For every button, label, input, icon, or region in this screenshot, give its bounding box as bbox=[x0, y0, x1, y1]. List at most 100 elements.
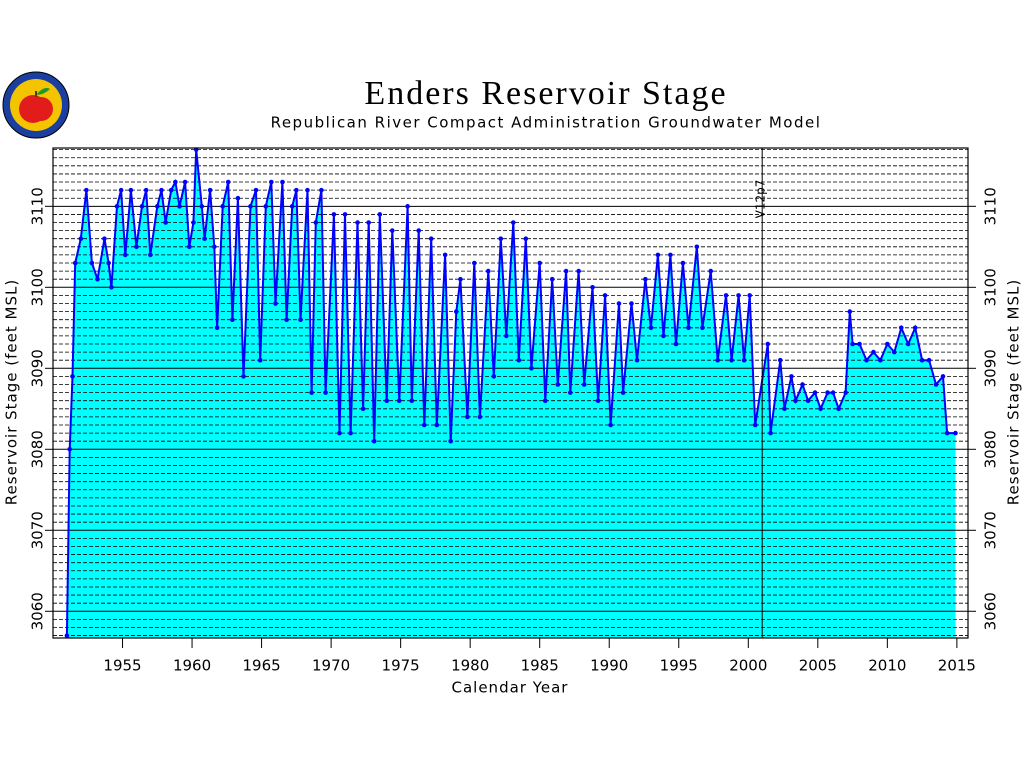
x-tick-label: 2005 bbox=[799, 657, 837, 675]
point bbox=[830, 390, 836, 395]
point bbox=[723, 293, 729, 298]
y2-tick-label: 3090 bbox=[982, 349, 1000, 387]
point bbox=[634, 357, 640, 363]
y2-tick-label: 3110 bbox=[982, 187, 1000, 225]
y2-tick-label: 3060 bbox=[982, 592, 1000, 630]
point bbox=[253, 187, 259, 193]
point bbox=[319, 187, 324, 193]
point bbox=[800, 382, 805, 387]
point bbox=[212, 244, 217, 250]
point bbox=[510, 220, 516, 225]
x-tick-label: 2000 bbox=[729, 657, 767, 675]
point bbox=[453, 309, 459, 314]
point bbox=[825, 390, 830, 395]
x-tick-label: 1970 bbox=[312, 657, 350, 675]
point bbox=[926, 357, 932, 363]
point bbox=[864, 357, 869, 363]
point bbox=[843, 390, 848, 395]
point bbox=[567, 390, 573, 395]
point bbox=[214, 325, 220, 331]
point bbox=[377, 212, 383, 217]
point bbox=[305, 187, 310, 193]
point bbox=[905, 341, 911, 347]
point bbox=[871, 349, 876, 355]
point bbox=[620, 390, 626, 395]
x-tick-label: 1975 bbox=[382, 657, 420, 675]
point bbox=[269, 179, 274, 185]
point bbox=[898, 325, 904, 331]
point bbox=[793, 398, 798, 403]
point bbox=[680, 260, 686, 266]
point bbox=[891, 349, 897, 355]
point bbox=[273, 301, 278, 306]
point bbox=[485, 268, 491, 274]
point bbox=[220, 204, 225, 209]
point bbox=[661, 333, 666, 339]
point bbox=[885, 341, 890, 347]
point bbox=[405, 204, 410, 209]
point bbox=[199, 204, 205, 209]
point bbox=[608, 422, 613, 428]
point bbox=[458, 276, 463, 282]
x-tick-label: 1985 bbox=[521, 657, 559, 675]
point bbox=[106, 260, 111, 266]
point bbox=[549, 276, 555, 282]
point bbox=[416, 228, 422, 233]
point bbox=[812, 390, 818, 395]
x-tick-label: 1995 bbox=[660, 657, 698, 675]
y2-axis-label: Reservoir Stage (feet MSL) bbox=[1005, 279, 1023, 505]
point bbox=[448, 438, 454, 444]
point bbox=[581, 382, 587, 387]
point bbox=[102, 236, 107, 242]
point bbox=[529, 365, 534, 371]
point bbox=[694, 244, 700, 250]
point bbox=[114, 204, 120, 209]
point bbox=[294, 187, 299, 193]
point bbox=[225, 179, 231, 185]
point bbox=[818, 406, 823, 412]
point bbox=[78, 236, 84, 242]
point bbox=[715, 357, 720, 363]
point bbox=[648, 325, 654, 331]
x-tick-label: 2015 bbox=[938, 657, 976, 675]
point bbox=[537, 260, 543, 266]
point bbox=[284, 317, 289, 323]
point bbox=[143, 187, 149, 193]
point bbox=[159, 187, 164, 193]
point bbox=[309, 390, 314, 395]
point bbox=[805, 398, 811, 403]
point bbox=[348, 430, 353, 436]
y-tick-label: 3100 bbox=[29, 268, 47, 306]
point bbox=[154, 204, 160, 209]
point bbox=[355, 220, 360, 225]
point bbox=[933, 382, 939, 387]
point bbox=[67, 446, 72, 452]
point bbox=[504, 333, 509, 339]
point bbox=[752, 422, 758, 428]
point bbox=[643, 276, 648, 282]
point bbox=[84, 187, 89, 193]
point bbox=[595, 398, 601, 403]
point bbox=[477, 414, 483, 420]
point bbox=[602, 293, 608, 298]
point bbox=[177, 204, 182, 209]
point bbox=[542, 398, 548, 403]
point bbox=[668, 252, 673, 258]
point bbox=[563, 268, 569, 274]
logo bbox=[2, 71, 70, 139]
point bbox=[186, 244, 192, 250]
x-tick-label: 1955 bbox=[103, 657, 141, 675]
y-tick-label: 3110 bbox=[29, 187, 47, 225]
point bbox=[202, 236, 207, 242]
point bbox=[747, 293, 752, 298]
x-tick-label: 2010 bbox=[868, 657, 906, 675]
point bbox=[163, 220, 168, 225]
point bbox=[789, 374, 794, 379]
point bbox=[337, 430, 342, 436]
y2-tick-label: 3100 bbox=[982, 268, 1000, 306]
point bbox=[491, 374, 497, 379]
point bbox=[472, 260, 477, 266]
point bbox=[342, 212, 348, 217]
point bbox=[118, 187, 124, 193]
